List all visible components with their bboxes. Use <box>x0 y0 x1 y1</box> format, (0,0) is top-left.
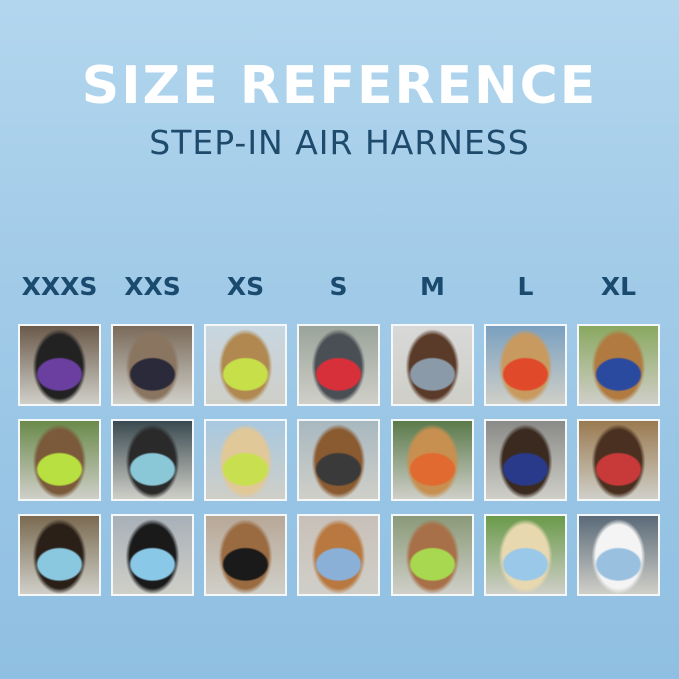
dog-photo-l-2 <box>484 419 567 501</box>
pet-in-harness-image <box>206 326 285 404</box>
page-subtitle: STEP-IN AIR HARNESS <box>149 123 530 162</box>
dog-photo-s-1 <box>297 324 380 406</box>
pet-in-harness-image <box>393 421 472 499</box>
pet-in-harness-image <box>20 326 99 404</box>
pet-in-harness-image <box>393 326 472 404</box>
dog-photo-m-1 <box>391 324 474 406</box>
size-label-xl: XL <box>600 272 637 301</box>
pet-in-harness-image <box>299 421 378 499</box>
pet-in-harness-image <box>20 516 99 594</box>
dog-photo-xl-1 <box>577 324 660 406</box>
dog-photo-xl-2 <box>577 419 660 501</box>
dog-photo-xxxs-3 <box>18 514 101 596</box>
size-label-l: L <box>517 272 534 301</box>
pet-in-harness-image <box>486 421 565 499</box>
pet-in-harness-image <box>579 421 658 499</box>
pet-in-harness-image <box>113 326 192 404</box>
dog-photo-xs-3 <box>204 514 287 596</box>
dog-photo-xxs-1 <box>111 324 194 406</box>
dog-photo-xxxs-2 <box>18 419 101 501</box>
pet-in-harness-image <box>579 326 658 404</box>
dog-photo-xs-2 <box>204 419 287 501</box>
dog-photo-m-3 <box>391 514 474 596</box>
pet-in-harness-image <box>113 516 192 594</box>
dog-photo-s-3 <box>297 514 380 596</box>
dog-photo-m-2 <box>391 419 474 501</box>
dog-photo-xxxs-1 <box>18 324 101 406</box>
dog-photo-xxs-2 <box>111 419 194 501</box>
size-label-m: M <box>420 272 445 301</box>
pet-in-harness-image <box>486 326 565 404</box>
size-label-s: S <box>329 272 348 301</box>
pet-in-harness-image <box>206 516 285 594</box>
pet-in-harness-image <box>486 516 565 594</box>
pet-in-harness-image <box>206 421 285 499</box>
pet-in-harness-image <box>113 421 192 499</box>
dog-photo-l-3 <box>484 514 567 596</box>
dog-photo-l-1 <box>484 324 567 406</box>
dog-photo-xl-3 <box>577 514 660 596</box>
dog-photo-s-2 <box>297 419 380 501</box>
size-label-xxxs: XXXS <box>21 272 98 301</box>
dog-photo-xs-1 <box>204 324 287 406</box>
dog-photo-xxs-3 <box>111 514 194 596</box>
pet-in-harness-image <box>20 421 99 499</box>
pet-in-harness-image <box>393 516 472 594</box>
page-title: SIZE REFERENCE <box>81 56 598 116</box>
size-label-xxs: XXS <box>124 272 181 301</box>
pet-in-harness-image <box>299 326 378 404</box>
pet-in-harness-image <box>579 516 658 594</box>
pet-in-harness-image <box>299 516 378 594</box>
size-label-xs: XS <box>226 272 265 301</box>
